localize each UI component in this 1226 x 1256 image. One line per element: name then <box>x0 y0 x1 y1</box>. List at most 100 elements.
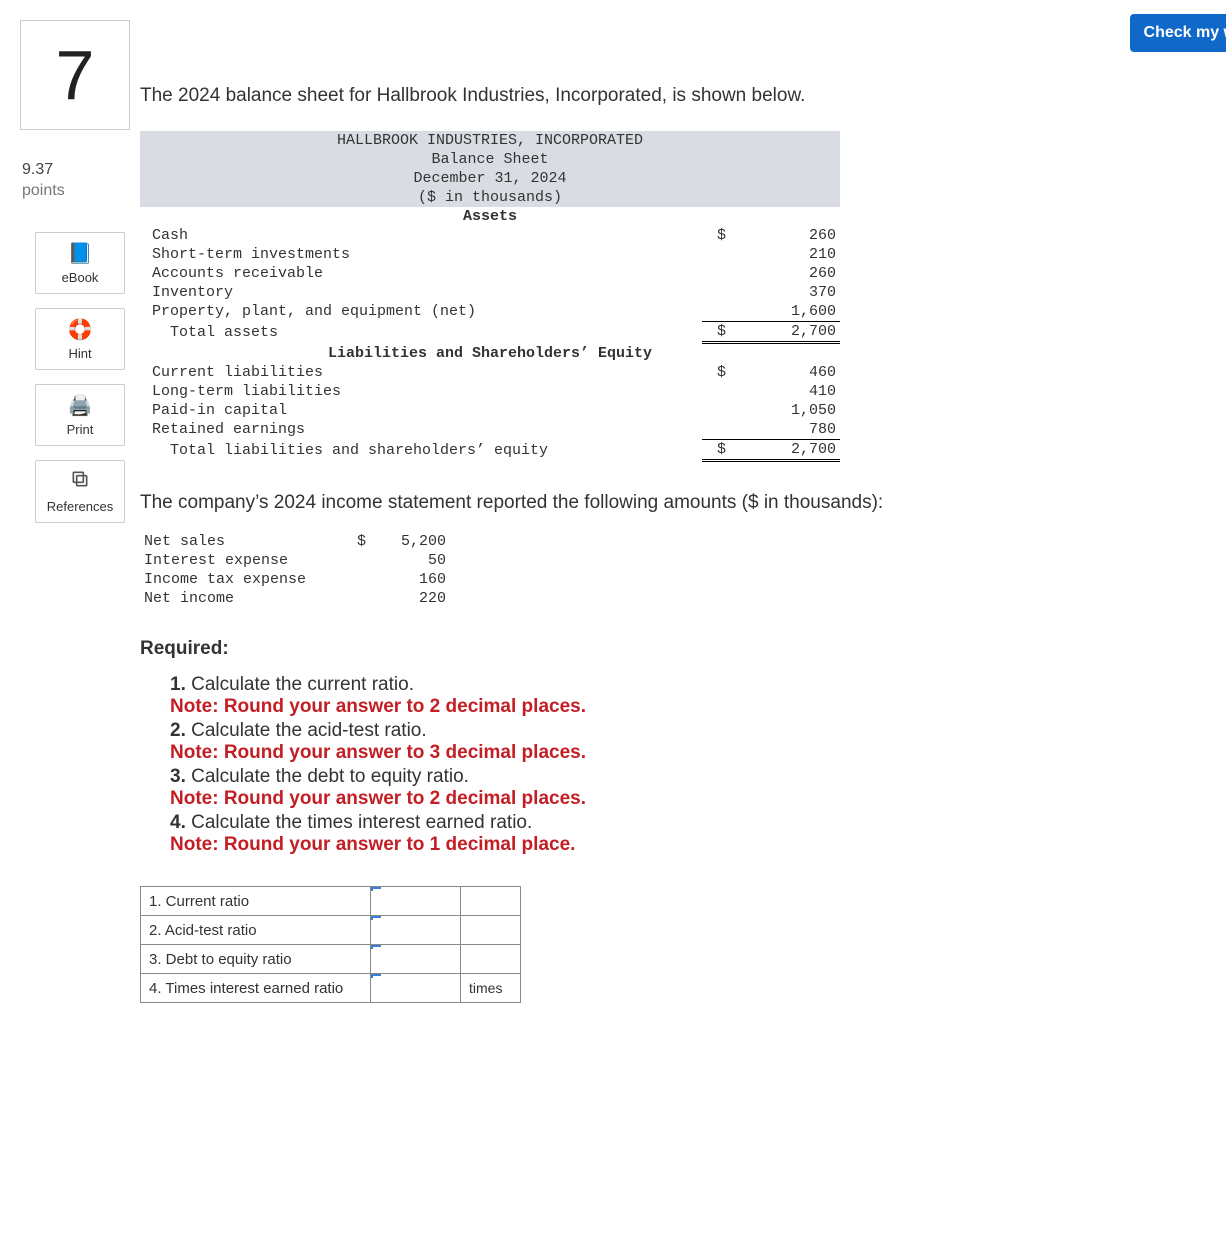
bs-liab-label: Retained earnings <box>140 420 702 440</box>
bs-date: December 31, 2024 <box>140 169 840 188</box>
bs-asset-label: Inventory <box>140 283 702 302</box>
bs-asset-amt: 260 <box>730 226 840 245</box>
question-number: 7 <box>20 20 130 130</box>
req-text: 3. Calculate the debt to equity ratio. <box>170 766 469 787</box>
bs-liab-amt: 460 <box>730 363 840 382</box>
answer-label: 4. Times interest earned ratio <box>141 974 371 1003</box>
income-intro: The company’s 2024 income statement repo… <box>140 492 1196 514</box>
bs-total-assets-amt: 2,700 <box>730 322 840 343</box>
hint-button[interactable]: 🛟 Hint <box>35 308 125 370</box>
bs-asset-label: Cash <box>140 226 702 245</box>
requirement-item: 2. Calculate the acid-test ratio.Note: R… <box>170 720 1196 764</box>
answer-unit: times <box>461 974 521 1003</box>
print-label: Print <box>67 422 94 437</box>
is-amt: 220 <box>370 589 450 608</box>
bs-units: ($ in thousands) <box>140 188 840 207</box>
lifebuoy-icon: 🛟 <box>68 317 93 342</box>
req-note: Note: Round your answer to 1 decimal pla… <box>170 834 1196 856</box>
ebook-label: eBook <box>62 270 99 285</box>
answer-input[interactable] <box>371 945 460 973</box>
income-statement-table: Net sales$5,200 Interest expense 50 Income … <box>140 532 450 608</box>
is-dol: $ <box>348 532 370 551</box>
is-label: Net sales <box>140 532 348 551</box>
is-label: Interest expense <box>140 551 348 570</box>
content: Check my w The 2024 balance sheet for Ha… <box>140 20 1226 1003</box>
requirement-item: 4. Calculate the times interest earned r… <box>170 812 1196 856</box>
is-amt: 160 <box>370 570 450 589</box>
requirement-item: 3. Calculate the debt to equity ratio.No… <box>170 766 1196 810</box>
bs-liab-amt: 410 <box>730 382 840 401</box>
requirement-item: 1. Calculate the current ratio.Note: Rou… <box>170 674 1196 718</box>
answer-label: 2. Acid-test ratio <box>141 916 371 945</box>
answer-label: 1. Current ratio <box>141 887 371 916</box>
req-text: 2. Calculate the acid-test ratio. <box>170 720 427 741</box>
is-amt: 5,200 <box>370 532 450 551</box>
balance-sheet-table: HALLBROOK INDUSTRIES, INCORPORATED Balan… <box>140 131 840 462</box>
answer-input[interactable] <box>371 916 460 944</box>
answer-input-cell <box>371 974 461 1003</box>
is-label: Income tax expense <box>140 570 348 589</box>
bs-liab-dol <box>702 420 730 440</box>
bs-total-liab-label: Total liabilities and shareholders’ equi… <box>140 440 702 461</box>
req-text: 1. Calculate the current ratio. <box>170 674 414 695</box>
answer-unit <box>461 887 521 916</box>
bs-total-assets-dol: $ <box>702 322 730 343</box>
req-note: Note: Round your answer to 2 decimal pla… <box>170 696 1196 718</box>
printer-icon: 🖨️ <box>68 393 93 418</box>
bs-total-liab-dol: $ <box>702 440 730 461</box>
answer-label: 3. Debt to equity ratio <box>141 945 371 974</box>
bs-liab-dol <box>702 382 730 401</box>
answer-unit <box>461 916 521 945</box>
print-button[interactable]: 🖨️ Print <box>35 384 125 446</box>
bs-asset-label: Property, plant, and equipment (net) <box>140 302 702 322</box>
bs-liab-dol <box>702 401 730 420</box>
is-dol <box>348 551 370 570</box>
bs-asset-amt: 210 <box>730 245 840 264</box>
answer-input[interactable] <box>371 887 460 915</box>
answer-table: 1. Current ratio2. Acid-test ratio3. Deb… <box>140 886 521 1003</box>
bs-asset-dol <box>702 245 730 264</box>
bs-asset-label: Accounts receivable <box>140 264 702 283</box>
copy-icon <box>70 469 90 495</box>
points-block: 9.37 points <box>20 160 140 202</box>
bs-asset-dol <box>702 302 730 322</box>
answer-input[interactable] <box>371 974 460 1002</box>
bs-liab-label: Long-term liabilities <box>140 382 702 401</box>
bs-liab-amt: 1,050 <box>730 401 840 420</box>
bs-asset-label: Short-term investments <box>140 245 702 264</box>
bs-liab-label: Paid-in capital <box>140 401 702 420</box>
points-label: points <box>22 182 65 199</box>
sidebar: 7 9.37 points 📘 eBook 🛟 Hint 🖨️ Print Re… <box>0 20 140 1003</box>
bs-title: Balance Sheet <box>140 150 840 169</box>
ebook-button[interactable]: 📘 eBook <box>35 232 125 294</box>
answer-input-cell <box>371 945 461 974</box>
bs-liab-dol: $ <box>702 363 730 382</box>
required-heading: Required: <box>140 638 1196 660</box>
bs-asset-dol: $ <box>702 226 730 245</box>
references-label: References <box>47 499 113 514</box>
requirements-list: 1. Calculate the current ratio.Note: Rou… <box>170 674 1196 856</box>
bs-liab-header: Liabilities and Shareholders’ Equity <box>140 343 840 364</box>
bs-total-assets-label: Total assets <box>140 322 702 343</box>
req-note: Note: Round your answer to 2 decimal pla… <box>170 788 1196 810</box>
is-dol <box>348 570 370 589</box>
bs-asset-amt: 370 <box>730 283 840 302</box>
bs-assets-header: Assets <box>140 207 840 226</box>
bs-asset-amt: 1,600 <box>730 302 840 322</box>
is-amt: 50 <box>370 551 450 570</box>
bs-asset-dol <box>702 264 730 283</box>
hint-label: Hint <box>68 346 91 361</box>
book-icon: 📘 <box>68 241 93 266</box>
answer-input-cell <box>371 887 461 916</box>
check-work-button[interactable]: Check my w <box>1130 14 1226 52</box>
intro-text: The 2024 balance sheet for Hallbrook Ind… <box>140 85 1196 107</box>
bs-company: HALLBROOK INDUSTRIES, INCORPORATED <box>140 131 840 150</box>
bs-liab-label: Current liabilities <box>140 363 702 382</box>
points-value: 9.37 <box>22 161 53 178</box>
answer-input-cell <box>371 916 461 945</box>
bs-liab-amt: 780 <box>730 420 840 440</box>
is-label: Net income <box>140 589 348 608</box>
req-note: Note: Round your answer to 3 decimal pla… <box>170 742 1196 764</box>
bs-asset-dol <box>702 283 730 302</box>
references-button[interactable]: References <box>35 460 125 523</box>
